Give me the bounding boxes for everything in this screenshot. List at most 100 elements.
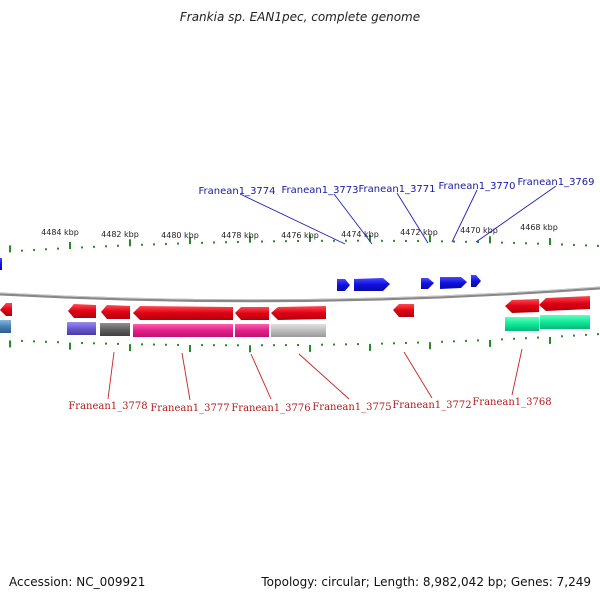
major-tick <box>69 342 71 350</box>
gene-feature[interactable] <box>0 303 12 316</box>
minor-tick <box>465 240 467 243</box>
minor-tick <box>33 248 35 251</box>
minor-tick <box>177 242 179 245</box>
minor-tick <box>417 240 419 243</box>
ruler-label: 4474 kbp <box>341 230 379 239</box>
minor-tick <box>465 339 467 342</box>
minor-tick <box>57 247 59 250</box>
map-title: Frankia sp. EAN1pec, complete genome <box>179 10 421 24</box>
gene-feature[interactable] <box>101 305 130 319</box>
minor-tick <box>177 343 179 346</box>
gene-feature[interactable] <box>440 277 467 289</box>
minor-tick <box>561 335 563 338</box>
minor-tick <box>225 344 227 347</box>
minor-tick <box>237 344 239 347</box>
gene-label-bottom[interactable]: Franean1_3768 <box>472 397 551 408</box>
minor-tick <box>57 341 59 344</box>
minor-tick <box>153 243 155 246</box>
major-tick <box>249 235 251 243</box>
minor-tick <box>201 241 203 244</box>
minor-tick <box>537 242 539 245</box>
minor-tick <box>117 342 119 345</box>
major-tick <box>189 345 191 353</box>
leader-line <box>181 352 191 401</box>
gene-label-bottom[interactable]: Franean1_3778 <box>68 401 147 412</box>
gene-label-bottom[interactable]: Franean1_3772 <box>392 400 471 411</box>
gene-feature[interactable] <box>133 306 233 320</box>
minor-tick <box>273 344 275 347</box>
annotation-box[interactable] <box>67 322 96 335</box>
annotation-box[interactable] <box>235 324 269 337</box>
gene-feature[interactable] <box>0 258 2 270</box>
minor-tick <box>453 340 455 343</box>
top-gene-labels: Franean1_3774 Franean1_3773 Franean1_377… <box>198 177 594 197</box>
gene-feature[interactable] <box>68 304 96 318</box>
gene-feature[interactable] <box>271 306 326 320</box>
minor-tick <box>225 241 227 244</box>
leader-line <box>475 185 557 243</box>
minor-tick <box>513 241 515 244</box>
minor-tick <box>441 340 443 343</box>
major-tick <box>429 342 431 350</box>
minor-tick <box>405 341 407 344</box>
gene-label-top[interactable]: Franean1_3770 <box>438 181 515 192</box>
gene-feature[interactable] <box>421 278 434 289</box>
minor-tick <box>45 248 47 251</box>
annotation-box[interactable] <box>505 317 539 331</box>
major-tick <box>429 235 431 243</box>
lower-ruler-ticks <box>9 333 599 353</box>
minor-tick <box>45 340 47 343</box>
minor-tick <box>525 242 527 245</box>
gene-label-bottom[interactable]: Franean1_3775 <box>312 402 391 413</box>
gene-label-top[interactable]: Franean1_3774 <box>198 186 275 197</box>
minor-tick <box>21 339 23 342</box>
minor-tick <box>153 343 155 346</box>
annotation-box[interactable] <box>540 315 590 329</box>
gene-feature[interactable] <box>337 279 350 291</box>
gene-label-bottom[interactable]: Franean1_3777 <box>150 403 229 414</box>
annotation-box[interactable] <box>0 320 11 333</box>
minor-tick <box>441 240 443 243</box>
minor-tick <box>105 245 107 248</box>
minor-tick <box>285 344 287 347</box>
gene-label-top[interactable]: Franean1_3773 <box>281 185 358 196</box>
annotation-box[interactable] <box>271 324 326 337</box>
gene-label-top[interactable]: Franean1_3769 <box>517 177 594 188</box>
gene-feature[interactable] <box>235 307 269 320</box>
top-leader-lines <box>239 185 557 245</box>
minor-tick <box>33 340 35 343</box>
minor-tick <box>165 343 167 346</box>
gene-label-top[interactable]: Franean1_3771 <box>358 184 435 195</box>
upper-ruler-ticks <box>9 234 599 253</box>
major-tick <box>249 345 251 353</box>
minor-tick <box>513 337 515 340</box>
major-tick <box>129 344 131 352</box>
minor-tick <box>417 341 419 344</box>
major-tick <box>189 237 191 245</box>
minor-tick <box>321 343 323 346</box>
bottom-leader-lines <box>107 348 523 401</box>
minor-tick <box>285 240 287 243</box>
minor-tick <box>297 344 299 347</box>
minor-tick <box>237 240 239 243</box>
minor-tick <box>81 246 83 249</box>
minor-tick <box>585 333 587 336</box>
minor-tick <box>117 244 119 247</box>
leader-line <box>250 353 272 400</box>
gene-feature[interactable] <box>505 299 539 313</box>
minor-tick <box>333 239 335 242</box>
gene-feature[interactable] <box>471 275 481 287</box>
gene-label-bottom[interactable]: Franean1_3776 <box>231 403 310 414</box>
minor-tick <box>273 240 275 243</box>
major-tick <box>369 343 371 351</box>
gene-feature[interactable] <box>539 296 590 311</box>
ruler-label: 4476 kbp <box>281 231 319 240</box>
annotation-box[interactable] <box>133 324 233 337</box>
ruler-label: 4480 kbp <box>161 231 199 240</box>
gene-feature[interactable] <box>354 278 390 291</box>
minor-tick <box>93 342 95 345</box>
annotation-box[interactable] <box>100 323 130 336</box>
minor-tick <box>21 249 23 252</box>
gene-feature[interactable] <box>393 304 414 317</box>
minor-tick <box>501 241 503 244</box>
